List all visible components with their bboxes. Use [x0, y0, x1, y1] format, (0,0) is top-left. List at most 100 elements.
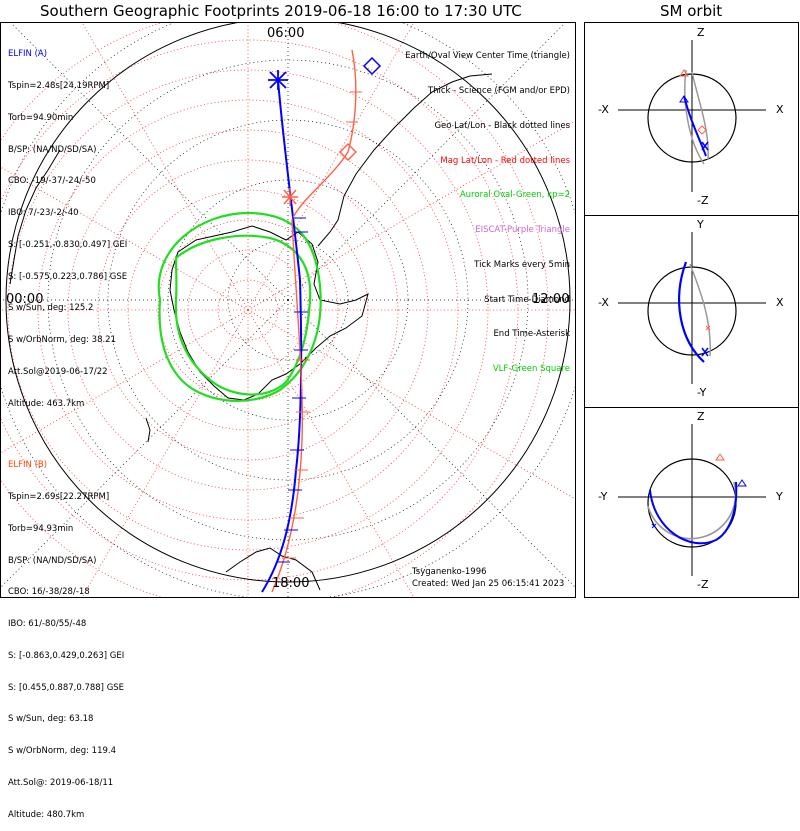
- orbit-track-gray: [689, 263, 711, 357]
- elfin-a-triangle: [737, 479, 747, 487]
- legend-item: End Time-Asterisk: [493, 329, 570, 340]
- elfin-a-asterisk: [651, 523, 657, 529]
- hour-label-bottom: 18:00: [272, 576, 310, 591]
- elfin-b-line: S: [-0.863,0.429,0.263] GEI: [8, 650, 125, 661]
- elfin-b-line: Altitude: 480.7km: [8, 809, 85, 820]
- map-frame: [0, 22, 576, 598]
- hour-label-right: 12:00: [532, 292, 570, 307]
- orbit-track-gray: [691, 71, 709, 161]
- elfin-b-title: ELFIN (B): [8, 460, 48, 471]
- orbit-2-left-label: -X: [598, 296, 609, 309]
- elfin-b-line: CBO: 16/-38/28/-18: [8, 587, 90, 598]
- hour-label-top: 06:00: [267, 26, 305, 41]
- auroral-oval-outer: [157, 211, 322, 402]
- orbit-2-right-label: X: [776, 296, 784, 309]
- figure-graphics: [0, 22, 799, 598]
- elfin-a-line: CBO: -19/-37/-24/-50: [8, 176, 96, 187]
- elfin-b-line: Att.Sol@: 2019-06-18/11: [8, 778, 114, 788]
- mag-lon-line: [247, 309, 575, 500]
- elfin-a-orbit: [678, 261, 705, 363]
- elfin-a-footprint-line: [261, 79, 303, 593]
- elfin-b-triangle: [715, 453, 725, 461]
- mag-lat-circle: [1, 23, 549, 597]
- orbit-2-bottom-label: -Y: [697, 386, 707, 399]
- elfin-b-line: S w/Sun, deg: 63.18: [8, 714, 94, 725]
- elfin-a-triangle: [679, 95, 689, 103]
- legend-item: Earth/Oval View Center Time (triangle): [405, 51, 570, 62]
- mag-lon-line: [81, 309, 249, 597]
- orbit-3-right-label: Y: [776, 490, 783, 503]
- elfin-a-line: B/SP: (NA/ND/SD/SA): [8, 144, 97, 155]
- elfin-a-info: ELFIN (A) Tspin=2.48s[24.19RPM] Torb=94.…: [8, 28, 127, 420]
- created-label: Created: Wed Jan 25 06:15:41 2023: [412, 579, 565, 589]
- elfin-a-orbit: [683, 95, 707, 157]
- elfin-b-line: B/SP: (NA/ND/SD/SA): [8, 555, 97, 566]
- orbit-panel-xz: [618, 40, 766, 192]
- elfin-a-start-diamond: [362, 56, 382, 76]
- legend-item: Geo Lat/Lon - Black dotted lines: [434, 120, 570, 131]
- elfin-b-line: S w/OrbNorm, deg: 119.4: [8, 746, 117, 757]
- mag-lat-circle: [7, 69, 489, 551]
- orbit-1-bottom-label: -Z: [697, 194, 709, 207]
- horizon-circle: [5, 23, 571, 583]
- elfin-b-asterisk: [705, 325, 711, 331]
- map-grid: [1, 23, 575, 597]
- elfin-a-line: Torb=94.90min: [8, 112, 74, 123]
- model-label: Tsyganenko-1996: [412, 567, 487, 577]
- elfin-b-tick-marks: [282, 91, 362, 559]
- mag-lat-circle: [157, 219, 339, 401]
- elfin-b-diamond: [697, 125, 707, 135]
- orbit-1-left-label: -X: [598, 103, 609, 116]
- elfin-b-end-asterisk: [282, 188, 298, 206]
- hour-label-left: 00:00: [6, 292, 44, 307]
- orbit-1-right-label: X: [776, 103, 784, 116]
- mag-lon-line: [1, 166, 249, 311]
- orbit-2-top-label: Y: [697, 218, 704, 231]
- elfin-a-line: Att.Sol@2019-06-17/22: [8, 367, 108, 377]
- elfin-b-footprint-line: [271, 49, 357, 593]
- elfin-a-line: S w/Sun, deg: 125.2: [8, 303, 94, 314]
- orbit-3-top-label: Z: [697, 410, 705, 423]
- new-zealand-coastline: [145, 417, 151, 443]
- mag-lat-circle: [217, 279, 279, 341]
- elfin-b-start-diamond: [339, 143, 357, 161]
- orbit-title: SM orbit: [660, 2, 723, 20]
- orbit-3-left-label: -Y: [598, 490, 608, 503]
- mag-lat-circle: [97, 159, 399, 461]
- elfin-a-line: Altitude: 463.7km: [8, 398, 85, 409]
- antarctica-coastline: [169, 225, 369, 401]
- elfin-a-title: ELFIN (A): [8, 49, 48, 60]
- legend-item: Tick Marks every 5min: [474, 259, 570, 270]
- legend-item: VLF-Green Square: [492, 364, 570, 375]
- orbit-panel-xy: [618, 232, 766, 384]
- mag-lat-circle: [67, 129, 429, 491]
- legend-item: Mag Lat/Lon - Red dotted lines: [440, 155, 570, 166]
- auroral-oval-inner: [174, 234, 312, 396]
- legend: Earth/Oval View Center Time (triangle) T…: [405, 28, 570, 387]
- orbit-panel-yz: [618, 424, 766, 576]
- elfin-a-asterisk: [701, 141, 709, 151]
- elfin-a-orbit: [649, 481, 738, 545]
- orbit-3-bottom-label: -Z: [697, 578, 709, 591]
- elfin-a-line: Tspin=2.48s[24.19RPM]: [8, 80, 110, 91]
- legend-item: Thick - Science (FGM and/or EPD): [427, 85, 570, 96]
- elfin-a-line: S w/OrbNorm, deg: 38.21: [8, 335, 117, 346]
- elfin-b-line: IBO: 61/-80/55/-48: [8, 619, 87, 630]
- elfin-a-asterisk: [701, 347, 709, 357]
- mag-lon-line: [247, 309, 415, 597]
- legend-item: EISCAT-Purple Triangle: [475, 225, 570, 236]
- auroral-ovals: [157, 211, 322, 402]
- mag-lon-line: [1, 309, 249, 454]
- elfin-a-line: IBO: 7/-23/-2/-40: [8, 208, 79, 219]
- elfin-b-line: Tspin=2.69s[22.27RPM]: [8, 491, 110, 502]
- elfin-b-line: S: [0.455,0.887,0.788] GSE: [8, 682, 125, 693]
- elfin-a-line: S: [-0.575,0.223,0.786] GSE: [8, 271, 128, 282]
- africa-coastline: [9, 149, 61, 285]
- orbit-frame: [584, 22, 799, 598]
- legend-item: Auroral Oval-Green, kp=2: [459, 190, 570, 201]
- orbit-track-gray: [684, 69, 705, 165]
- elfin-b-line: Torb=94.93min: [8, 523, 74, 534]
- legend-item: Start Time-Diamond: [484, 294, 570, 305]
- earth-circle: [647, 266, 737, 356]
- elfin-b-info: ELFIN (B) Tspin=2.69s[22.27RPM] Torb=94.…: [8, 439, 124, 831]
